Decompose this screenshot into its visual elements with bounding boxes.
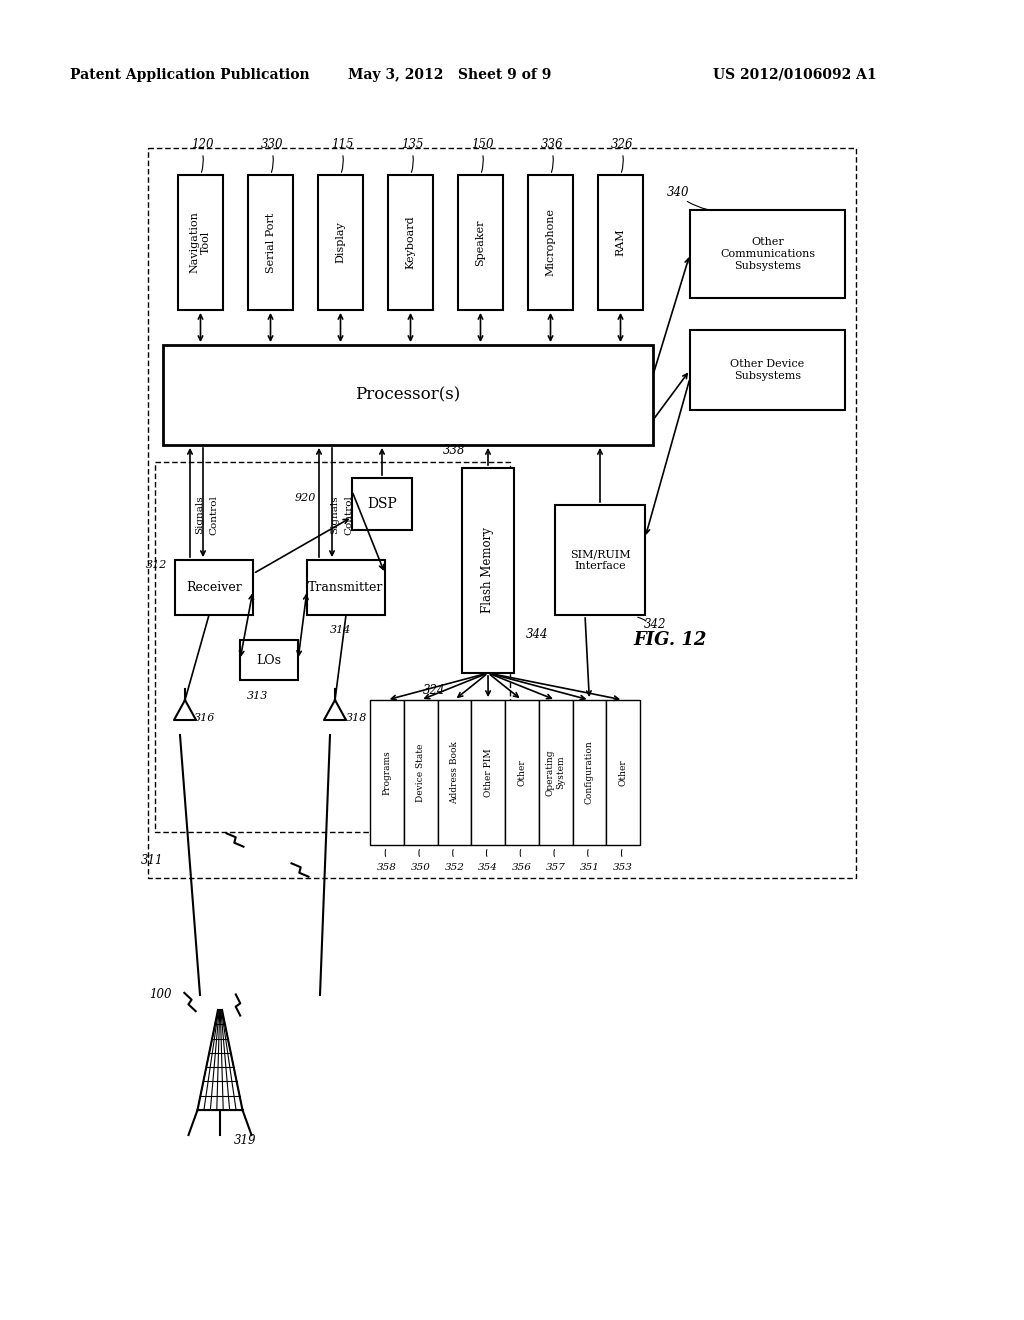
- Text: Patent Application Publication: Patent Application Publication: [71, 69, 310, 82]
- Text: 920: 920: [294, 492, 315, 503]
- Text: Other PIM: Other PIM: [483, 748, 493, 797]
- Text: Address Book: Address Book: [450, 741, 459, 804]
- Bar: [690, 330, 845, 411]
- Text: May 3, 2012   Sheet 9 of 9: May 3, 2012 Sheet 9 of 9: [348, 69, 552, 82]
- Text: Microphone: Microphone: [546, 209, 555, 276]
- Bar: [528, 176, 573, 310]
- Text: 326: 326: [611, 139, 634, 152]
- Text: 312: 312: [146, 560, 168, 570]
- Text: 358: 358: [377, 862, 397, 871]
- Text: 324: 324: [423, 685, 445, 697]
- Text: LOs: LOs: [256, 653, 282, 667]
- Text: Programs: Programs: [382, 750, 391, 795]
- Text: Other
Communications
Subsystems: Other Communications Subsystems: [720, 238, 815, 271]
- Bar: [606, 700, 640, 845]
- Text: 356: 356: [512, 862, 531, 871]
- Text: 338: 338: [442, 444, 465, 457]
- Bar: [403, 700, 437, 845]
- Bar: [370, 700, 403, 845]
- Text: Signals: Signals: [196, 496, 205, 535]
- Text: 354: 354: [478, 862, 498, 871]
- Text: 357: 357: [546, 862, 565, 871]
- Text: Other Device
Subsystems: Other Device Subsystems: [730, 359, 805, 380]
- Text: 135: 135: [401, 139, 424, 152]
- Text: Receiver: Receiver: [186, 581, 242, 594]
- Bar: [505, 700, 539, 845]
- Text: Flash Memory: Flash Memory: [481, 528, 495, 614]
- Text: Other: Other: [517, 759, 526, 785]
- Text: 314: 314: [331, 624, 351, 635]
- Text: 313: 313: [248, 690, 268, 701]
- Bar: [155, 462, 510, 832]
- Text: US 2012/0106092 A1: US 2012/0106092 A1: [713, 69, 877, 82]
- Bar: [555, 506, 645, 615]
- Text: SIM/RUIM
Interface: SIM/RUIM Interface: [569, 549, 631, 570]
- Text: Processor(s): Processor(s): [355, 387, 461, 404]
- Text: 318: 318: [346, 713, 368, 723]
- Bar: [175, 560, 253, 615]
- Bar: [318, 176, 362, 310]
- Bar: [598, 176, 643, 310]
- Bar: [178, 176, 223, 310]
- Bar: [539, 700, 572, 845]
- Text: Transmitter: Transmitter: [308, 581, 384, 594]
- Bar: [572, 700, 606, 845]
- Text: 319: 319: [233, 1134, 256, 1147]
- Text: 351: 351: [580, 862, 599, 871]
- Text: Control: Control: [210, 495, 218, 535]
- Text: 344: 344: [525, 628, 548, 642]
- Text: 353: 353: [613, 862, 633, 871]
- Text: Other: Other: [618, 759, 628, 785]
- Text: 330: 330: [261, 139, 284, 152]
- Bar: [240, 640, 298, 680]
- Bar: [690, 210, 845, 298]
- Text: 350: 350: [411, 862, 430, 871]
- Bar: [248, 176, 293, 310]
- Bar: [163, 345, 653, 445]
- Text: 100: 100: [148, 989, 171, 1002]
- Text: 342: 342: [644, 619, 667, 631]
- Text: DSP: DSP: [368, 498, 397, 511]
- Text: Navigation
Tool: Navigation Tool: [189, 211, 211, 273]
- Text: 340: 340: [667, 186, 689, 198]
- Bar: [307, 560, 385, 615]
- Text: 336: 336: [542, 139, 564, 152]
- Text: 352: 352: [444, 862, 464, 871]
- Bar: [388, 176, 433, 310]
- Text: Configuration: Configuration: [585, 741, 594, 804]
- Text: 150: 150: [471, 139, 494, 152]
- Bar: [458, 176, 503, 310]
- Text: Operating
System: Operating System: [546, 750, 565, 796]
- Text: Display: Display: [336, 222, 345, 264]
- Text: FIG. 12: FIG. 12: [633, 631, 707, 649]
- Text: Control: Control: [344, 495, 353, 535]
- Bar: [471, 700, 505, 845]
- Bar: [352, 478, 412, 531]
- Text: Keyboard: Keyboard: [406, 215, 416, 269]
- Bar: [437, 700, 471, 845]
- Text: Speaker: Speaker: [475, 219, 485, 265]
- Bar: [462, 469, 514, 673]
- Text: 316: 316: [195, 713, 216, 723]
- Bar: [148, 148, 856, 878]
- Text: 311: 311: [140, 854, 163, 866]
- Text: Device State: Device State: [416, 743, 425, 801]
- Text: Signals: Signals: [331, 496, 340, 535]
- Text: 115: 115: [331, 139, 353, 152]
- Text: 120: 120: [191, 139, 214, 152]
- Text: Serial Port: Serial Port: [265, 213, 275, 273]
- Text: RAM: RAM: [615, 228, 626, 256]
